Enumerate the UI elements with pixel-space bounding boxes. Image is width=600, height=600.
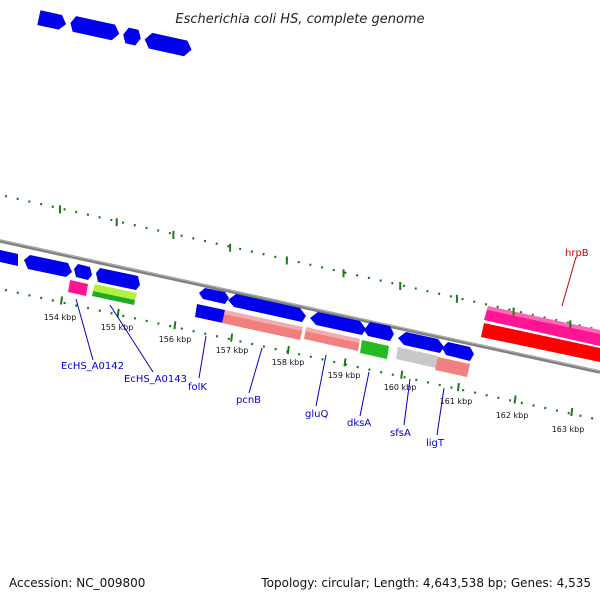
cds-block-folK[interactable] [195,304,225,323]
gene-label-ligT[interactable]: ligT [426,438,445,449]
major-tick [456,383,460,392]
scale-ticks [59,205,574,417]
tick-label: 158 kbp [272,358,305,367]
shade [487,306,600,334]
major-tick [513,395,517,404]
leader-EcHS_A0143 [109,304,154,373]
label-leaders [75,298,445,436]
map-title: Escherichia coli HS, complete genome [175,12,424,27]
major-tick [230,333,234,342]
accession-text: Accession: NC_009800 [9,576,145,590]
feature-track [37,10,193,58]
gene-arrow-ligT[interactable] [442,342,474,361]
tick-label: 157 kbp [216,346,249,355]
leader-ligT [436,387,445,436]
backbone-highlight [0,239,600,372]
gene-arrow[interactable] [74,264,92,280]
cds-block-hrpB[interactable] [484,306,600,346]
cds-block-hrpB-lower[interactable] [481,323,600,362]
backbone-line [0,239,600,374]
inner-dotted-ruler [4,288,600,422]
leader-folK [198,335,207,379]
major-tick [173,321,177,330]
gene-arrow-folK[interactable] [199,288,229,304]
cds-block-ligT[interactable] [435,357,470,377]
major-tick [286,345,290,355]
cds-block-A0143-lower[interactable] [92,291,135,305]
gene-features [37,10,193,58]
gene-arrow[interactable] [143,32,193,58]
gene-label-pcnB[interactable]: pcnB [236,395,261,406]
tick-label: 154 kbp [44,313,77,322]
leader-pcnB [248,347,263,394]
cds-block-A0142[interactable] [68,280,88,296]
major-tick [60,296,63,305]
gene-features-page [0,250,600,377]
cds-block-pcnB[interactable] [222,310,303,340]
gene-arrow-sfsA[interactable] [398,332,444,353]
tick-label: 163 kbp [552,425,585,434]
tick-label: 161 kbp [440,397,473,406]
gene-arrow[interactable] [37,10,68,31]
gene-arrow[interactable] [96,268,140,290]
gene-arrow-dksA[interactable] [364,322,394,341]
gene-label-dksA[interactable]: dksA [347,418,371,429]
gene-arrow-gluQ[interactable] [310,312,366,335]
gene-label-hrpB[interactable]: hrpB [565,248,589,259]
cds-block-A0143[interactable] [93,284,137,300]
gene-labels: EcHS_A0142 EcHS_A0143 folK pcnB gluQ dks… [61,248,589,449]
major-tick [400,370,404,379]
gene-arrow[interactable] [24,255,72,277]
leader-gluQ [315,354,327,407]
tick-label: 155 kbp [101,323,134,332]
gene-arrow[interactable] [0,250,18,266]
gene-label-folK[interactable]: folK [188,382,207,393]
scale-labels: 154 kbp 155 kbp 156 kbp 157 kbp 158 kbp … [44,313,585,434]
gene-label-EcHS_A0142[interactable]: EcHS_A0142 [61,361,124,372]
cds-block-gluQ[interactable] [304,327,360,351]
major-tick [570,407,574,417]
major-tick [343,358,347,367]
cds-block-sfsA[interactable] [396,347,438,368]
leader-dksA [359,371,370,417]
tick-label: 156 kbp [159,335,192,344]
tick-label: 159 kbp [328,371,361,380]
gene-arrow[interactable] [121,27,142,46]
gene-label-EcHS_A0143[interactable]: EcHS_A0143 [124,374,187,385]
cds-block-dksA[interactable] [360,340,389,359]
gene-label-sfsA[interactable]: sfsA [390,428,411,439]
gene-arrow[interactable] [69,15,121,41]
major-tick [116,308,120,317]
leader-hrpB [561,256,577,307]
genome-summary-text: Topology: circular; Length: 4,643,538 bp… [260,576,591,590]
shade [305,327,360,343]
leader-EcHS_A0142 [75,298,94,361]
tick-label: 162 kbp [496,411,529,420]
shade [224,310,303,331]
tick-label: 160 kbp [384,383,417,392]
gene-arrow-pcnB[interactable] [228,294,306,322]
gene-label-gluQ[interactable]: gluQ [305,409,328,420]
leader-sfsA [403,378,411,426]
genome-backbone [0,239,600,374]
